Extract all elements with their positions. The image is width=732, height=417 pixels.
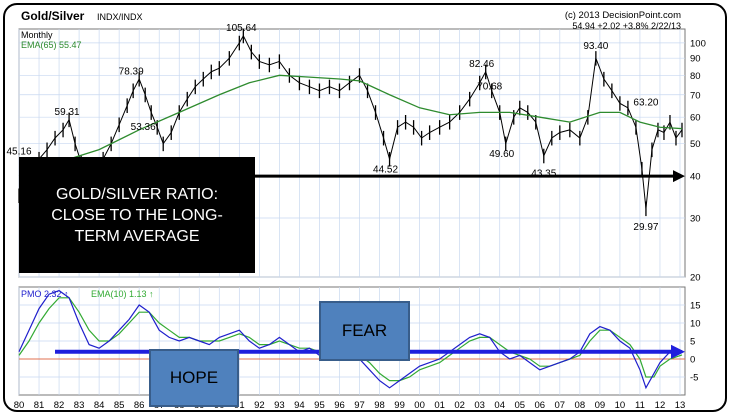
price-annotation: 45.16 (6, 147, 31, 158)
x-tick-label: 02 (454, 400, 465, 411)
chart-title: Gold/Silver (21, 9, 85, 23)
y-tick-label: 70 (690, 90, 701, 101)
pmo-ema-legend: EMA(10) 1.13 ↑ (91, 289, 154, 299)
x-tick-label: 86 (134, 400, 145, 411)
pmo-tick-label: 10 (690, 319, 701, 330)
x-tick-label: 85 (114, 400, 125, 411)
x-tick-label: 11 (635, 400, 645, 411)
ratio-line-2: CLOSE TO THE LONG- (51, 206, 223, 224)
x-tick-label: 08 (575, 400, 586, 411)
x-tick-label: 06 (534, 400, 545, 411)
price-annotation: 49.60 (489, 149, 514, 160)
price-line (18, 34, 683, 209)
x-tick-label: 12 (655, 400, 666, 411)
y-tick-label: 80 (690, 71, 701, 82)
x-tick-label: 84 (94, 400, 105, 411)
price-annotation: 78.39 (119, 66, 144, 77)
price-annotation: 59.31 (55, 107, 80, 118)
long-term-average-arrowhead (673, 170, 685, 183)
chart-period: Monthly (21, 30, 53, 40)
y-tick-label: 20 (690, 273, 701, 284)
x-tick-label: 80 (14, 400, 25, 411)
x-tick-label: 83 (74, 400, 85, 411)
x-tick-label: 96 (334, 400, 345, 411)
chart-quote: 54.94 +2.02 +3.8% 2/22/13 (572, 21, 681, 31)
ema-line (18, 74, 683, 177)
pmo-legend: PMO 2.32 ↑ (21, 289, 69, 299)
fear-label: FEAR (319, 301, 410, 361)
price-annotation: 53.36 (131, 122, 156, 133)
x-tick-label: 03 (474, 400, 485, 411)
pmo-tick-label: 15 (690, 301, 701, 312)
x-tick-label: 81 (34, 400, 45, 411)
pmo-tick-label: -5 (690, 373, 698, 384)
x-tick-label: 99 (394, 400, 405, 411)
chart-source: (c) 2013 DecisionPoint.com (565, 10, 681, 21)
y-tick-label: 50 (690, 139, 701, 150)
hope-label: HOPE (149, 349, 239, 407)
x-tick-label: 92 (254, 400, 265, 411)
y-tick-label: 40 (690, 172, 701, 183)
price-annotation: 70.68 (477, 81, 502, 92)
ema-legend: EMA(65) 55.47 (21, 40, 82, 50)
x-tick-label: 04 (494, 400, 505, 411)
pmo-tick-label: 5 (690, 337, 695, 348)
y-tick-label: 60 (690, 113, 701, 124)
y-tick-label: 100 (690, 38, 706, 49)
chart-frame: 8081828384858687888990919293949596979899… (3, 3, 727, 412)
y-tick-label: 90 (690, 54, 701, 65)
x-tick-label: 05 (514, 400, 525, 411)
price-annotation: 105.64 (226, 23, 257, 34)
hope-arrowhead (671, 344, 685, 359)
x-tick-label: 10 (615, 400, 626, 411)
x-tick-label: 13 (675, 400, 686, 411)
x-tick-label: 09 (595, 400, 606, 411)
price-annotation: 29.97 (633, 222, 658, 233)
ratio-callout: GOLD/SILVER RATIO: CLOSE TO THE LONG- TE… (19, 157, 255, 273)
ratio-line-3: TERM AVERAGE (74, 227, 200, 245)
price-annotation: 82.46 (469, 59, 494, 70)
pmo-tick-label: 0 (690, 355, 695, 366)
x-tick-label: 00 (414, 400, 425, 411)
price-annotation: 93.40 (583, 41, 608, 52)
x-tick-label: 07 (555, 400, 566, 411)
x-tick-label: 93 (274, 400, 285, 411)
price-annotation: 63.20 (633, 98, 658, 109)
x-tick-label: 91 (234, 400, 245, 411)
price-annotation: 44.52 (373, 165, 398, 176)
x-tick-label: 95 (314, 400, 325, 411)
x-tick-label: 97 (354, 400, 365, 411)
x-tick-label: 82 (54, 400, 65, 411)
ratio-line-1: GOLD/SILVER RATIO: (55, 185, 219, 203)
price-annotation: 43.35 (531, 168, 556, 179)
x-tick-label: 94 (294, 400, 305, 411)
y-tick-label: 30 (690, 214, 701, 225)
x-tick-label: 01 (434, 400, 445, 411)
chart-subtitle: INDX/INDX (97, 12, 143, 22)
x-tick-label: 98 (374, 400, 385, 411)
